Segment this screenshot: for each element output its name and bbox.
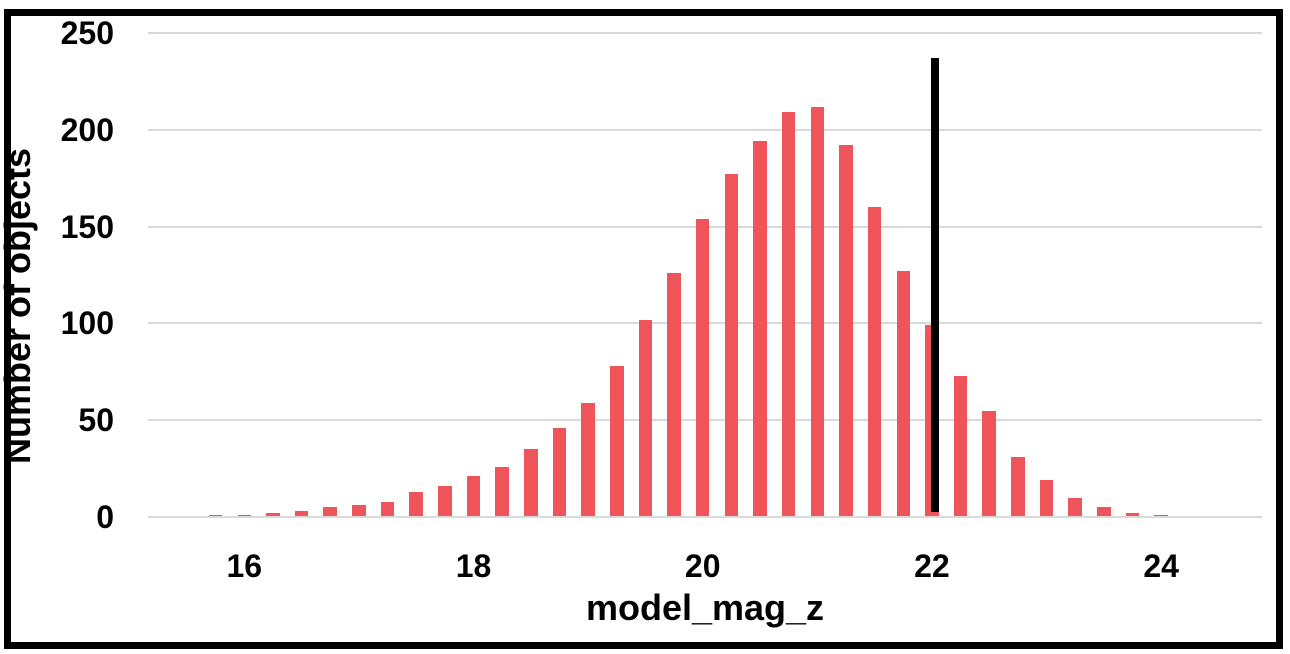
- histogram-bar: [266, 513, 280, 516]
- x-tick-label: 24: [1143, 548, 1179, 584]
- y-tick-label: 50: [78, 402, 114, 439]
- histogram-bar: [237, 515, 252, 516]
- histogram-bar: [953, 375, 968, 516]
- histogram-bar: [1068, 497, 1082, 516]
- histogram-bar: [1039, 480, 1054, 516]
- gridline-y-250: [148, 32, 1262, 34]
- histogram-bar: [810, 106, 825, 516]
- histogram-bar: [781, 112, 796, 516]
- plot-area: [148, 32, 1262, 518]
- histogram-bar: [466, 476, 481, 516]
- histogram-bar: [839, 145, 853, 516]
- histogram-bar: [208, 515, 223, 516]
- histogram-bar: [1125, 513, 1140, 516]
- histogram-bar: [409, 491, 423, 516]
- y-tick-label: 0: [96, 499, 114, 535]
- histogram-bar: [552, 427, 567, 516]
- gridline-y-0: [148, 516, 1262, 518]
- histogram-bar: [495, 466, 509, 516]
- gridline-y-200: [148, 128, 1262, 131]
- histogram-bar: [753, 141, 767, 516]
- x-tick-label: 18: [455, 548, 492, 584]
- histogram-bar: [1011, 456, 1025, 516]
- histogram-bar: [610, 365, 624, 516]
- x-tick-label: 22: [914, 548, 950, 584]
- x-axis-title: model_mag_z: [585, 587, 825, 628]
- histogram-bar: [695, 218, 710, 516]
- histogram-bar: [438, 486, 452, 516]
- histogram-bar: [867, 207, 882, 516]
- histogram-bar: [524, 449, 538, 516]
- x-tick-label: 20: [684, 548, 721, 584]
- histogram-bar: [1154, 515, 1168, 516]
- y-tick-label: 200: [60, 111, 114, 148]
- histogram-bar: [581, 402, 595, 516]
- histogram-bar: [638, 319, 653, 516]
- x-tick-label: 16: [226, 548, 263, 584]
- histogram-bar: [352, 505, 366, 516]
- histogram-bar: [323, 507, 337, 516]
- y-tick-label: 100: [60, 305, 114, 342]
- histogram-bar: [982, 410, 996, 516]
- histogram-bar: [294, 511, 309, 516]
- histogram-bar: [1097, 507, 1111, 516]
- histogram-bar: [896, 271, 911, 516]
- y-tick-label: 150: [60, 208, 114, 245]
- cutoff-line: [931, 58, 940, 512]
- histogram-bar: [724, 174, 739, 516]
- histogram-bar: [667, 273, 681, 516]
- y-tick-label: 250: [60, 15, 114, 51]
- histogram-bar: [380, 501, 395, 516]
